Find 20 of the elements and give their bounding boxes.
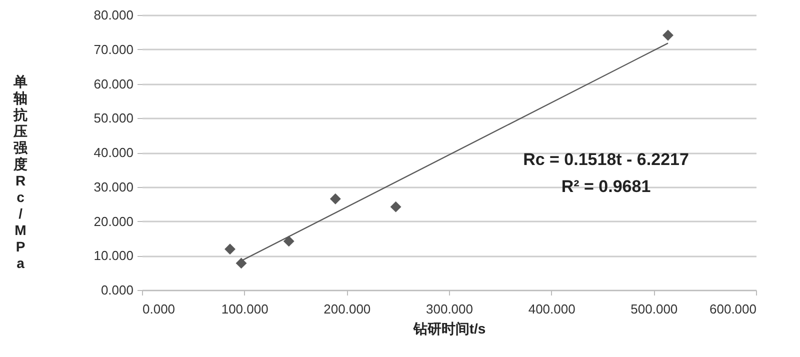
y-tick-label: 60.000 bbox=[94, 76, 134, 92]
y-tick-label: 20.000 bbox=[94, 214, 134, 229]
x-tick-label: 600.000 bbox=[710, 302, 756, 316]
x-tick-label: 0.000 bbox=[142, 302, 176, 316]
y-tick-label: 0.000 bbox=[100, 282, 134, 298]
text: 单轴抗压强度Rc/MPa bbox=[14, 74, 28, 271]
y-tick-label: 40.000 bbox=[94, 145, 134, 160]
x-tick-label: 300.000 bbox=[426, 302, 473, 316]
y-tick-label: 50.000 bbox=[94, 110, 134, 126]
x-tick-label: 200.000 bbox=[324, 302, 371, 316]
y-tick-label: 30.000 bbox=[94, 179, 134, 194]
annotation: R² = 0.9681 bbox=[561, 177, 651, 196]
x-tick-label: 400.000 bbox=[528, 302, 576, 316]
x-tick-label: 500.000 bbox=[630, 302, 678, 316]
y-tick-label: 10.000 bbox=[94, 248, 134, 264]
x-axis-title: 钻研时间t/s bbox=[412, 320, 486, 336]
x-tick-label: 100.000 bbox=[221, 302, 268, 316]
y-tick-label: 80.000 bbox=[94, 8, 134, 22]
annotation: Rc = 0.1518t - 6.2217 bbox=[523, 150, 689, 169]
y-tick-label: 70.000 bbox=[94, 42, 134, 57]
